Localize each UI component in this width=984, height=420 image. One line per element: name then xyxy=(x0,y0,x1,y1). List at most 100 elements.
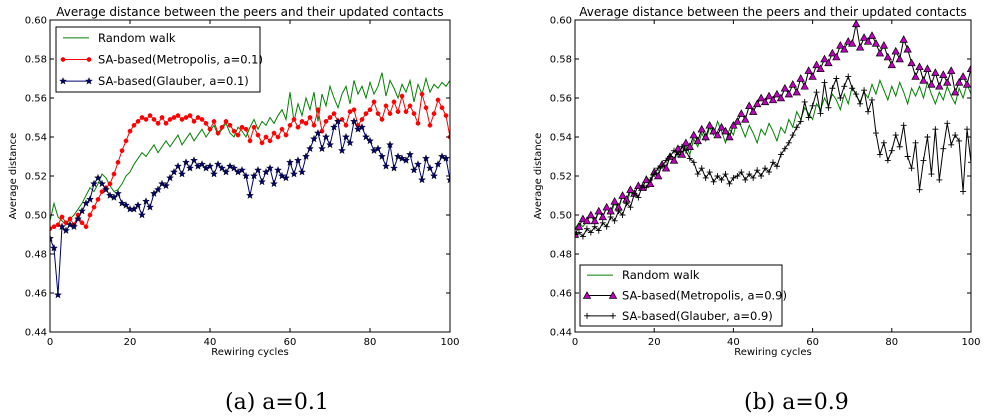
data-point xyxy=(135,119,141,124)
data-point xyxy=(952,132,959,139)
data-point xyxy=(851,20,861,28)
data-point xyxy=(394,152,402,160)
data-point xyxy=(674,151,681,158)
data-point xyxy=(661,163,671,172)
data-point xyxy=(411,111,417,116)
data-point xyxy=(374,144,382,153)
legend-label: SA-based(Glauber, a=0.1) xyxy=(98,74,249,88)
data-point xyxy=(685,142,695,150)
x-tick-label: 100 xyxy=(440,337,459,348)
data-point xyxy=(406,150,414,158)
data-point xyxy=(804,66,813,74)
data-point xyxy=(122,201,130,209)
data-point xyxy=(713,130,722,139)
data-point xyxy=(331,111,337,116)
data-point xyxy=(746,171,753,178)
data-point xyxy=(223,119,229,124)
data-point xyxy=(932,126,939,133)
data-point xyxy=(855,42,865,51)
data-point xyxy=(203,121,209,126)
data-point xyxy=(327,115,333,120)
data-point xyxy=(697,124,706,133)
data-point xyxy=(964,126,971,133)
data-point xyxy=(805,114,812,121)
x-axis-label: Rewiring cycles xyxy=(211,347,288,358)
data-point xyxy=(943,78,952,86)
data-point xyxy=(659,163,666,170)
data-point xyxy=(326,140,334,149)
y-tick-label: 0.52 xyxy=(25,172,47,183)
data-point xyxy=(690,159,697,166)
data-point xyxy=(908,165,915,172)
x-tick-label: 20 xyxy=(124,337,137,348)
data-point xyxy=(579,233,586,240)
data-point xyxy=(575,229,582,236)
data-point xyxy=(287,122,293,128)
data-point xyxy=(682,147,689,154)
data-point xyxy=(729,120,738,129)
data-point xyxy=(750,174,757,181)
data-point xyxy=(187,113,193,118)
series-1 xyxy=(50,72,450,226)
data-point xyxy=(383,103,389,109)
data-point xyxy=(50,243,58,252)
data-point xyxy=(618,191,627,199)
data-point xyxy=(310,134,318,143)
data-point xyxy=(410,165,418,174)
data-point xyxy=(402,156,410,164)
data-point xyxy=(395,109,401,115)
y-tick-label: 0.50 xyxy=(550,211,572,222)
legend: Random walk SA-based(Metropolis, a=0.1) SA… xyxy=(55,26,263,93)
data-point xyxy=(825,104,832,111)
data-point xyxy=(59,214,65,220)
data-point xyxy=(916,186,923,193)
data-point xyxy=(59,76,67,85)
data-point xyxy=(821,79,828,86)
y-tick-label: 0.56 xyxy=(25,94,47,105)
data-point xyxy=(813,89,820,96)
x-tick-label: 80 xyxy=(885,337,898,348)
data-point xyxy=(162,181,170,190)
y-tick-label: 0.60 xyxy=(550,16,572,27)
data-point xyxy=(583,225,590,232)
data-point xyxy=(960,188,967,195)
data-point xyxy=(79,220,85,226)
data-point xyxy=(343,122,349,128)
data-point xyxy=(115,160,121,165)
data-point xyxy=(171,115,177,120)
data-point xyxy=(884,157,891,164)
data-point xyxy=(51,224,57,230)
data-point xyxy=(849,85,856,92)
data-point xyxy=(390,164,398,172)
data-point xyxy=(792,87,801,96)
data-point xyxy=(796,74,805,82)
data-point xyxy=(845,73,852,80)
data-point xyxy=(430,171,438,180)
y-tick-label: 0.58 xyxy=(25,55,47,66)
data-point xyxy=(99,189,105,194)
data-point xyxy=(733,117,742,125)
legend-item: Random walk xyxy=(63,31,176,45)
data-point xyxy=(190,156,198,164)
data-point xyxy=(386,140,394,149)
data-point xyxy=(681,138,691,147)
data-point xyxy=(443,113,449,118)
data-point xyxy=(426,164,434,172)
data-point xyxy=(824,58,833,67)
x-tick-label: 60 xyxy=(284,337,297,348)
data-point xyxy=(127,128,133,134)
data-point xyxy=(950,87,960,96)
data-point xyxy=(686,155,693,162)
data-point xyxy=(87,212,93,218)
y-tick-label: 0.50 xyxy=(25,211,47,222)
data-point xyxy=(758,173,765,179)
data-point xyxy=(701,132,710,141)
data-point xyxy=(446,175,450,184)
data-point xyxy=(323,119,329,124)
data-point xyxy=(947,66,956,74)
data-point xyxy=(218,164,226,172)
data-point xyxy=(50,234,54,242)
data-point xyxy=(350,117,358,125)
data-point xyxy=(726,180,733,187)
data-point xyxy=(836,41,845,49)
